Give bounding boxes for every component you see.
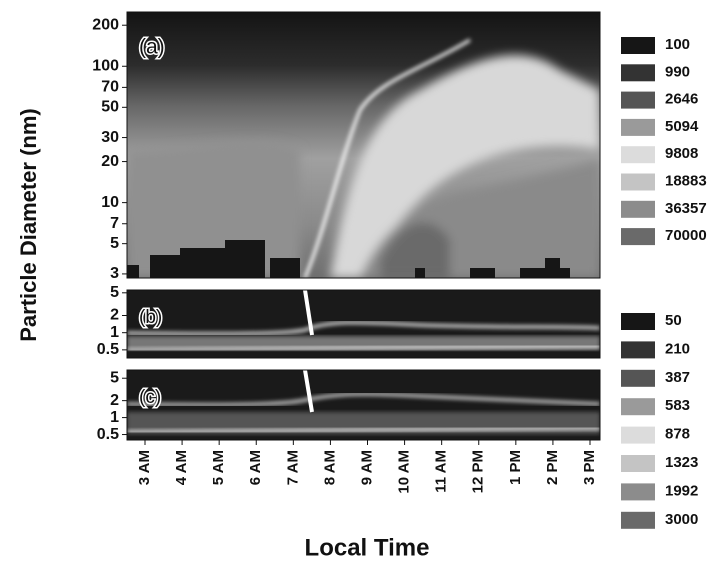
- legend-label: 3000: [665, 511, 698, 528]
- legend-label: 18883: [665, 172, 707, 189]
- y-tick-label: 20: [101, 153, 119, 170]
- legend-label: 50: [665, 312, 682, 329]
- legend-swatch: [621, 426, 655, 444]
- x-tick-label: 11 AM: [433, 450, 450, 493]
- x-axis-label: Local Time: [305, 534, 430, 561]
- panel-label: (a): [139, 36, 165, 59]
- legend-swatch: [621, 341, 655, 359]
- y-tick-label: 5: [110, 235, 119, 252]
- plot-frame: [126, 11, 601, 279]
- legend-swatch: [621, 511, 655, 529]
- y-tick-label: 200: [92, 16, 119, 33]
- legend-swatch: [621, 313, 655, 330]
- x-tick-label: 3 AM: [136, 450, 153, 485]
- panel-label: (c): [139, 387, 161, 408]
- x-tick-label: 2 PM: [544, 450, 561, 485]
- x-tick-label: 6 AM: [247, 450, 264, 485]
- y-tick-label: 2: [110, 307, 119, 324]
- legend-label: 583: [665, 397, 690, 414]
- legend-swatch: [621, 228, 655, 246]
- legend-label: 5094: [665, 118, 699, 135]
- legend-swatch: [621, 118, 655, 136]
- legend-label: 990: [665, 63, 690, 80]
- x-tick-label: 10 AM: [396, 450, 413, 494]
- x-tick-label: 7 AM: [284, 450, 301, 485]
- x-tick-label: 1 PM: [507, 450, 524, 485]
- legend-label: 70000: [665, 227, 707, 244]
- x-tick-label: 12 PM: [470, 450, 487, 493]
- panel-label: (b): [139, 307, 162, 328]
- contour-fill-b: [127, 290, 600, 358]
- y-tick-label: 30: [101, 129, 119, 146]
- y-axis-label: Particle Diameter (nm): [16, 108, 41, 342]
- y-tick-label: 50: [101, 99, 119, 116]
- y-tick-label: 5: [110, 369, 119, 386]
- y-tick-label: 3: [110, 265, 119, 282]
- contour-fill-c: [127, 370, 600, 440]
- y-tick-label: 2: [110, 392, 119, 409]
- y-tick-label: 5: [110, 284, 119, 301]
- y-tick-label: 100: [92, 57, 119, 74]
- legend-label: 387: [665, 369, 690, 386]
- x-tick-label: 3 PM: [581, 450, 598, 485]
- x-tick-label: 9 AM: [358, 450, 375, 485]
- legend-label: 9808: [665, 145, 698, 162]
- legend-swatch: [621, 369, 655, 387]
- legend-swatch: [621, 200, 655, 218]
- legend-swatch: [621, 64, 655, 82]
- y-tick-label: 0.5: [97, 426, 119, 443]
- x-tick-label: 8 AM: [321, 450, 338, 485]
- legend-swatch: [621, 483, 655, 501]
- y-tick-label: 7: [110, 215, 119, 232]
- legend-label: 1992: [665, 482, 698, 499]
- x-tick-label: 5 AM: [210, 450, 227, 485]
- legend-label: 1323: [665, 454, 698, 471]
- y-tick-label: 1: [110, 324, 119, 341]
- contour-fill-a: [127, 12, 600, 278]
- legend-swatch: [621, 37, 655, 54]
- y-tick-label: 70: [101, 79, 119, 96]
- y-tick-label: 0.5: [97, 341, 119, 358]
- legend-label: 2646: [665, 91, 698, 108]
- legend-swatch: [621, 173, 655, 191]
- y-tick-label: 10: [101, 194, 119, 211]
- plot-frame: [126, 369, 601, 441]
- x-tick-label: 4 AM: [173, 450, 190, 485]
- legend-swatch: [621, 455, 655, 472]
- legend-label: 878: [665, 426, 690, 443]
- plot-frame: [126, 289, 601, 359]
- y-tick-label: 1: [110, 409, 119, 426]
- legend-swatch: [621, 146, 655, 164]
- legend-label: 210: [665, 340, 690, 357]
- legend-swatch: [621, 91, 655, 109]
- legend-label: 36357: [665, 200, 707, 217]
- legend-swatch: [621, 398, 655, 416]
- legend-label: 100: [665, 36, 690, 53]
